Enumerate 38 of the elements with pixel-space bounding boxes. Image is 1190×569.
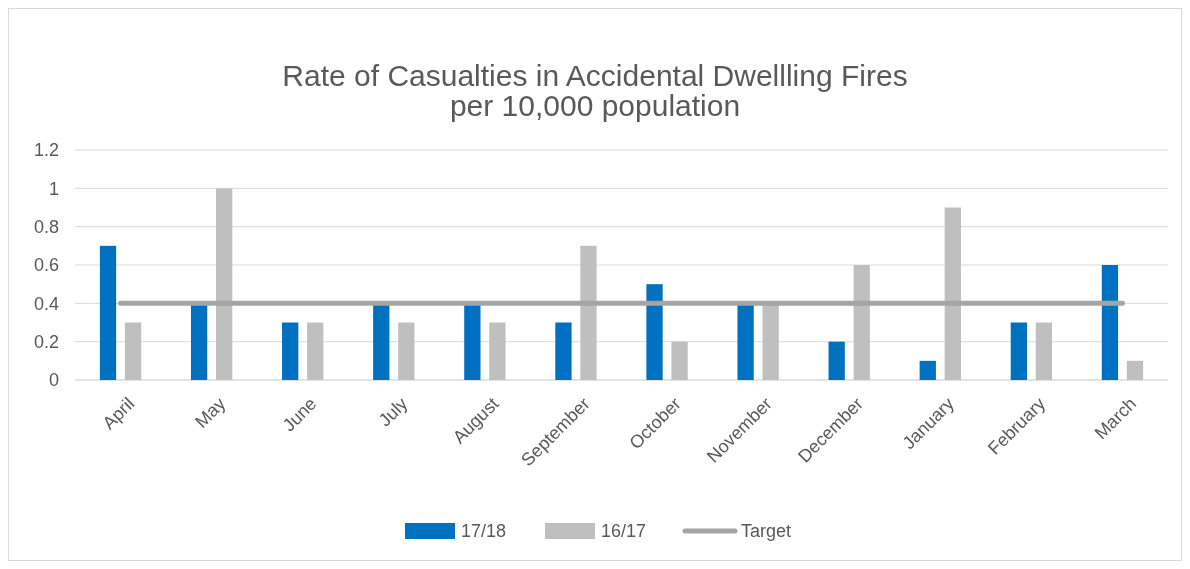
bar: [555, 322, 572, 380]
bar: [919, 360, 936, 380]
chart-subtitle: per 10,000 population: [449, 89, 741, 122]
bar: [99, 245, 117, 380]
y-tick-label: 0.4: [33, 293, 59, 314]
y-tick-label: 1: [48, 178, 59, 199]
bar: [282, 322, 299, 380]
bar: [1035, 322, 1053, 380]
bar: [671, 341, 688, 380]
bar: [1010, 322, 1027, 380]
x-tick-label: May: [191, 393, 230, 432]
bar: [398, 322, 415, 380]
bar: [944, 207, 961, 380]
bar: [124, 322, 142, 380]
bar: [853, 265, 870, 380]
bar: [307, 322, 324, 380]
bar: [1126, 360, 1144, 380]
legend-label: 17/18: [461, 521, 507, 542]
bar: [737, 303, 754, 380]
bar: [828, 341, 845, 380]
bar: [1101, 265, 1119, 380]
bar: [190, 303, 208, 380]
bar: [216, 188, 233, 380]
y-tick-label: 0.2: [33, 331, 59, 352]
legend-label: 16/17: [601, 521, 647, 542]
bar: [489, 322, 506, 380]
x-tick-label: July: [374, 393, 412, 431]
bar: [580, 245, 597, 380]
bar: [464, 303, 481, 380]
chart-title: Rate of Casualties in Accidental Dwellling Fires: [282, 59, 908, 92]
bar: [646, 284, 663, 380]
y-tick-label: 0.8: [33, 216, 59, 237]
legend-label: Target: [741, 521, 792, 542]
bar: [373, 303, 390, 380]
y-tick-label: 0.6: [33, 255, 59, 276]
y-tick-label: 1.2: [33, 140, 59, 161]
y-tick-label: 0: [48, 370, 59, 391]
bar: [762, 303, 779, 380]
